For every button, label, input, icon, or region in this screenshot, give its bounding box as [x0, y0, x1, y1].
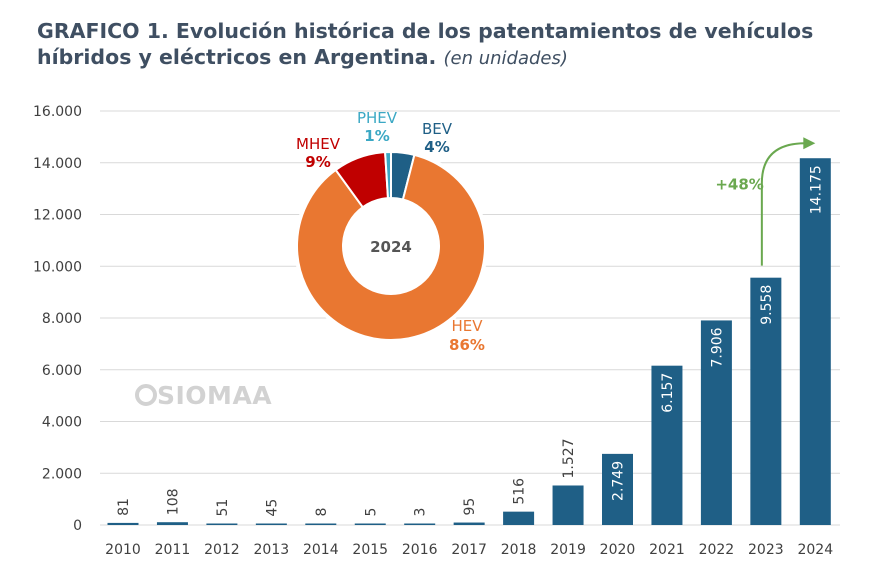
x-axis-tick-labels: 2010 2011 2012 2013 2014 2015 2016 2017 2018 2019…	[105, 542, 833, 558]
growth-arrow-head-icon	[803, 137, 816, 150]
donut-center-label: 2024	[370, 238, 412, 256]
bar-value-label: 14.175	[808, 165, 824, 214]
donut-label-mhev-name: MHEV	[296, 135, 341, 153]
y-tick-label: 12.000	[33, 208, 82, 224]
bar-value-label: 1.527	[561, 438, 577, 478]
bar-2012	[206, 523, 238, 525]
x-tick-label: 2010	[105, 542, 141, 558]
bar-value-label: 8	[314, 508, 330, 517]
x-tick-label: 2015	[352, 542, 388, 558]
x-tick-label: 2016	[402, 542, 438, 558]
bar-value-label: 516	[512, 478, 528, 505]
y-tick-label: 2.000	[42, 466, 82, 482]
bar-value-labels: 81 108 51 45 8 5 3 95 516 1.527 2.749 6.157 7.906 9.5…	[116, 165, 824, 516]
donut-label-bev-pct: 4%	[424, 138, 449, 156]
x-tick-label: 2011	[155, 542, 191, 558]
bar-2023	[750, 277, 782, 525]
chart-subtitle: (en unidades)	[443, 48, 568, 69]
x-tick-label: 2019	[550, 542, 586, 558]
growth-arrow-line	[760, 142, 806, 266]
y-tick-label: 16.000	[33, 104, 82, 120]
bar-value-label: 45	[264, 499, 280, 517]
chart-title-text: GRAFICO 1. Evolución histórica de los pa…	[37, 19, 814, 69]
siomaa-watermark: SIOMAA	[135, 381, 272, 410]
y-tick-label: 6.000	[42, 363, 82, 379]
watermark-text: SIOMAA	[157, 381, 272, 410]
bar-2016	[404, 523, 436, 525]
bar-value-label: 95	[462, 498, 478, 516]
bar-2013	[255, 523, 287, 525]
bar-value-label: 7.906	[709, 327, 725, 367]
y-tick-label: 8.000	[42, 311, 82, 327]
growth-annotation: +48%	[715, 137, 816, 266]
bar-value-label: 81	[116, 498, 132, 516]
bar-2019	[552, 485, 584, 525]
y-tick-label: 0	[73, 518, 82, 534]
y-axis-tick-labels: 0 2.000 4.000 6.000 8.000 10.000 12.000 14.000 1…	[33, 104, 82, 534]
x-tick-label: 2024	[797, 542, 833, 558]
y-tick-label: 14.000	[33, 156, 82, 172]
bar-value-label: 51	[215, 499, 231, 517]
bar-2010	[107, 522, 139, 525]
bars	[107, 158, 831, 526]
bar-2022	[700, 320, 732, 525]
donut-slice-phev	[384, 150, 392, 200]
bar-value-label: 9.558	[759, 285, 775, 325]
bar-2021	[651, 365, 683, 525]
bar-2014	[305, 523, 337, 525]
bar-value-label: 5	[363, 508, 379, 517]
bar-value-label: 3	[413, 508, 429, 517]
bar-2011	[156, 522, 188, 525]
x-tick-label: 2013	[254, 542, 290, 558]
bar-value-label: 2.749	[611, 461, 627, 501]
bar-2017	[453, 522, 485, 525]
donut-label-hev-pct: 86%	[449, 336, 485, 354]
x-tick-label: 2021	[649, 542, 685, 558]
donut-label-mhev-pct: 9%	[305, 153, 330, 171]
bar-2015	[354, 523, 386, 525]
bar-2024	[799, 158, 831, 526]
x-tick-label: 2017	[451, 542, 487, 558]
donut-label-phev-name: PHEV	[357, 109, 398, 127]
bar-2018	[503, 511, 535, 525]
x-tick-label: 2023	[748, 542, 784, 558]
bar-value-label: 6.157	[660, 373, 676, 413]
donut-label-phev-pct: 1%	[364, 127, 389, 145]
donut-label-bev-name: BEV	[422, 120, 453, 138]
donut-label-hev-name: HEV	[451, 317, 483, 335]
watermark-logo-icon	[135, 384, 157, 406]
x-tick-label: 2014	[303, 542, 339, 558]
bar-2020	[602, 453, 633, 525]
x-tick-label: 2020	[600, 542, 636, 558]
y-tick-label: 10.000	[33, 259, 82, 275]
donut-slice-hev	[296, 153, 486, 341]
y-tick-label: 4.000	[42, 415, 82, 431]
chart-title: GRAFICO 1. Evolución histórica de los pa…	[37, 18, 877, 72]
growth-percentage-label: +48%	[715, 176, 763, 194]
x-tick-label: 2012	[204, 542, 240, 558]
x-tick-label: 2022	[699, 542, 735, 558]
bar-value-label: 108	[165, 488, 181, 515]
x-tick-label: 2018	[501, 542, 537, 558]
